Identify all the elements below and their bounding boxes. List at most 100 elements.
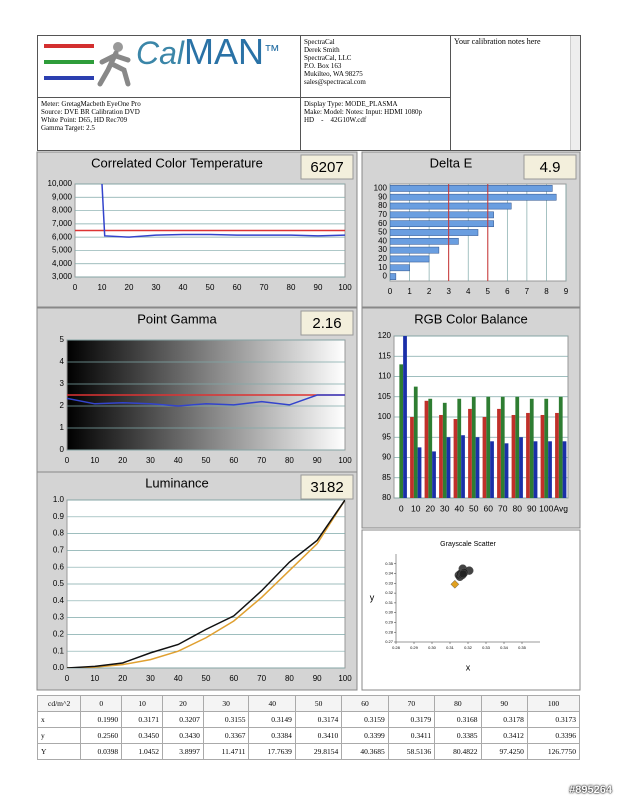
y-tick-label: 0.1 [53, 646, 65, 655]
header-cell: 50 [294, 695, 343, 712]
summary-value: 6207 [310, 159, 343, 176]
x-tick-label: 40 [174, 674, 183, 683]
y-tick-label: 0.27 [385, 639, 394, 644]
x-tick-label: 80 [513, 503, 523, 513]
y-axis-label: y [370, 592, 375, 602]
bar [555, 412, 559, 498]
plot [75, 184, 345, 238]
y-tick-label: 0.0 [53, 663, 65, 672]
x-tick-label: 100 [338, 674, 352, 683]
logo: CalMAN™ [136, 34, 280, 70]
bar [497, 408, 501, 498]
y-tick-label: 3,000 [52, 272, 73, 281]
x-tick-label: 2 [427, 287, 432, 296]
header-row: cd/m^2 0 10 20 30 40 50 60 70 80 90 100 [36, 695, 581, 712]
table-cell: Y [36, 743, 82, 760]
contact-line: P.O. Box 163 [304, 62, 342, 70]
bar [562, 441, 567, 498]
table-cell: 0.3430 [162, 727, 204, 744]
summary-value: 3182 [310, 479, 343, 496]
table-cell: 17.7639 [248, 743, 296, 760]
y-tick-label: 85 [382, 473, 391, 482]
y-tick-label: 0.28 [385, 629, 394, 634]
y-tick-label: 115 [378, 351, 391, 360]
table-cell: 0.3384 [248, 727, 296, 744]
x-tick-label: 0.34 [500, 645, 509, 650]
x-tick-label: 6 [505, 287, 510, 296]
header-cell: 10 [121, 695, 164, 712]
table-cell: 0.3173 [526, 711, 581, 728]
bar [461, 435, 465, 498]
x-tick-label: 0.35 [518, 645, 527, 650]
x-tick-label: 80 [287, 283, 296, 292]
header-cell: 70 [387, 695, 436, 712]
y-tick-label: 80 [378, 201, 387, 210]
table-cell: 0.3450 [121, 727, 164, 744]
y-tick-label: 95 [382, 432, 391, 441]
y-tick-label: 0.32 [385, 590, 394, 595]
y-tick-label: 0.30 [385, 610, 394, 615]
bar [439, 414, 443, 498]
bar [468, 408, 472, 498]
bar [442, 402, 447, 498]
table-cell: 0.3396 [526, 727, 581, 744]
chart-title: Point Gamma [137, 311, 217, 326]
y-tick-label: 0.31 [385, 600, 394, 605]
table-cell: x [36, 711, 82, 728]
x-tick-label: 10 [90, 674, 99, 683]
x-tick-label: 40 [174, 456, 183, 465]
meter-line: White Point: D65, HD Rec709 [41, 116, 128, 124]
bar [540, 414, 545, 498]
bar [471, 396, 476, 498]
table-cell: 0.3149 [248, 711, 296, 728]
bar [390, 211, 494, 219]
x-tick-label: 60 [484, 503, 494, 513]
x-tick-label: 0.29 [410, 645, 419, 650]
table-cell: 0.3174 [294, 711, 343, 728]
y-tick-label: 100 [374, 184, 388, 193]
table-cell: 0.3159 [341, 711, 389, 728]
table-cell: 0.3385 [434, 727, 482, 744]
bar [453, 419, 458, 498]
y-tick-label: 30 [378, 245, 387, 254]
y-tick-label: 20 [378, 254, 387, 263]
table-cell: 11.4711 [202, 743, 250, 760]
table-cell: 97.4250 [480, 743, 528, 760]
chart-title: Grayscale Scatter [440, 541, 496, 548]
table-cell: 0.3178 [480, 711, 528, 728]
x-tick-label: 5 [486, 287, 491, 296]
table-cell: 58.5136 [387, 743, 436, 760]
bar [390, 202, 512, 210]
data-line [67, 394, 345, 407]
summary-box [300, 310, 354, 336]
header-cell: 60 [341, 695, 389, 712]
chart-title: RGB Color Balance [414, 311, 527, 326]
meter-line: Gamma Target: 2.5 [41, 124, 95, 132]
x-tick-label: 90 [527, 503, 537, 513]
table-cell: 3.8997 [162, 743, 204, 760]
chart-title: Luminance [145, 475, 209, 490]
bar [457, 398, 462, 498]
table-row: x 0.1990 0.3171 0.3207 0.3155 0.3149 0.3174 0.3… [36, 711, 581, 728]
y-tick-label: 6,000 [52, 232, 73, 241]
y-tick-label: 90 [378, 192, 387, 201]
y-tick-label: 50 [378, 228, 387, 237]
header-cell: 40 [248, 695, 296, 712]
display-line: Display Type: MODE_PLASMA [304, 100, 398, 108]
bar [544, 398, 549, 498]
y-tick-label: 4 [60, 357, 65, 366]
watermark: #895264 [569, 784, 612, 796]
bar [500, 396, 505, 498]
bar [558, 396, 563, 498]
x-tick-label: 50 [202, 674, 211, 683]
y-tick-label: 1 [60, 423, 65, 432]
bar [548, 441, 552, 498]
trademark: ™ [264, 43, 281, 60]
notes-box: Your calibration notes here [450, 35, 581, 151]
x-tick-label: 7 [525, 287, 530, 296]
display-line: Make: Model: Notes: Input: HDMI 1080p [304, 108, 423, 116]
plot [390, 184, 557, 281]
x-tick-label: 0.28 [392, 645, 401, 650]
